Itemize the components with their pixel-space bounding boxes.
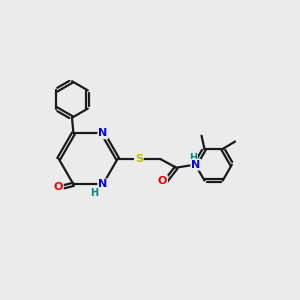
Text: O: O [53,182,63,192]
Text: N: N [191,160,201,170]
Text: O: O [158,176,167,186]
Text: H: H [90,188,98,198]
Text: H: H [189,153,197,163]
Text: N: N [98,128,107,138]
Text: S: S [135,154,143,164]
Text: N: N [98,179,107,189]
